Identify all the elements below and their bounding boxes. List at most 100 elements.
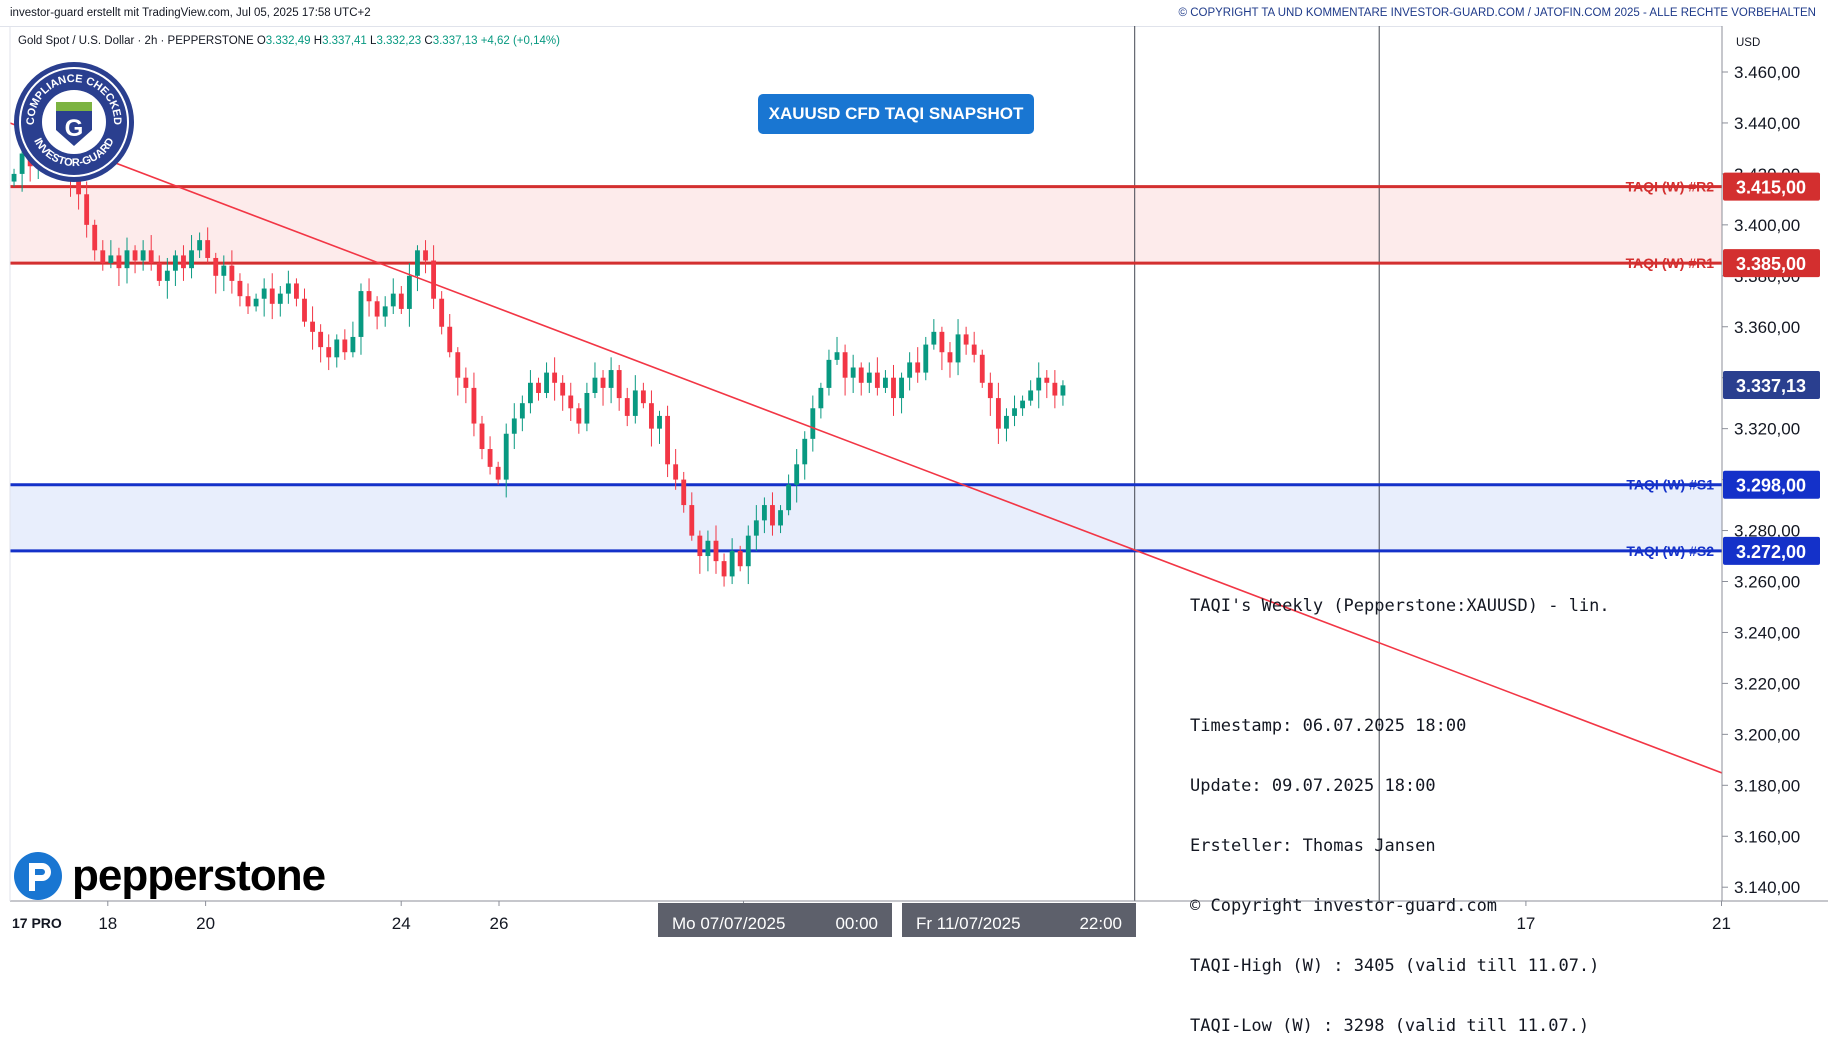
candle-body	[108, 255, 114, 264]
close-value: 3.337,13	[432, 35, 478, 47]
candle-body	[431, 260, 437, 299]
candle-body	[753, 520, 759, 536]
candle-body	[576, 408, 582, 424]
candle-body	[342, 339, 348, 353]
candle-body	[415, 250, 420, 276]
level-badge-0-bg	[1723, 172, 1820, 201]
candle-body	[640, 390, 646, 404]
candle-body	[253, 298, 259, 307]
candle-body	[148, 250, 154, 264]
date-markers	[1134, 26, 1380, 901]
info-taqi-high: TAQI-High (W) : 3405 (valid till 11.07.)	[1190, 956, 1600, 976]
candle-body	[657, 415, 662, 429]
candle-body	[277, 293, 283, 304]
currency-label: USD	[1736, 37, 1761, 49]
level-label-3: TAQI (W) #S2	[1626, 543, 1714, 559]
candle-body	[915, 362, 921, 373]
chart-canvas[interactable]: TAQI (W) #R2 TAQI (W) #R1 TAQI (W) #S1 TAQI…	[0, 0, 1828, 937]
candle-body	[261, 288, 267, 299]
level-badge-2-label: 3.298,00	[1736, 476, 1806, 496]
high-value: 3.337,41	[322, 35, 367, 47]
level-badge-1-bg	[1723, 249, 1820, 278]
level-badge-3-label: 3.272,00	[1736, 542, 1806, 562]
close-label: C	[424, 35, 433, 47]
candle-body	[1020, 400, 1026, 409]
candle-body	[116, 255, 122, 269]
time-highlight-date: Fr 11/07/2025	[916, 914, 1021, 933]
info-author: Ersteller: Thomas Jansen	[1190, 836, 1436, 856]
candle-body	[164, 270, 170, 281]
time-highlight-bg	[902, 903, 1136, 937]
candle-body	[891, 377, 896, 399]
candle-body	[979, 354, 985, 383]
candle-body	[632, 390, 638, 416]
candle-body	[536, 382, 541, 393]
price-axis-bg	[1722, 26, 1828, 901]
candle-body	[213, 257, 219, 276]
candle-body	[600, 377, 606, 388]
candle-body	[834, 352, 840, 360]
candle-body	[1036, 377, 1042, 391]
candle-body	[794, 464, 800, 485]
price-axis[interactable]: 3.460,003.440,003.420,003.400,003.380,00…	[1722, 63, 1800, 897]
candle-body	[818, 387, 824, 409]
candle-body	[358, 291, 364, 337]
time-axis[interactable]: 18202426Jul1721232529AugMo 07/07/202500:…	[98, 901, 1828, 937]
level-badge-2-bg	[1723, 470, 1820, 499]
resistance-zone	[10, 186, 1722, 264]
candle-body	[729, 550, 735, 577]
candle-body	[850, 367, 856, 378]
candle-body	[786, 484, 792, 511]
candle-body	[366, 291, 372, 302]
price-tick-label: 3.400,00	[1734, 216, 1800, 235]
candle-body	[923, 344, 929, 373]
seal-letter: G	[65, 115, 84, 142]
candle-body	[770, 505, 775, 526]
candle-body	[156, 263, 162, 281]
candle-body	[826, 359, 832, 388]
candle-body	[947, 352, 953, 363]
publisher-note: investor-guard erstellt mit TradingView.…	[10, 7, 371, 19]
price-tick-label: 3.360,00	[1734, 318, 1800, 337]
price-tick-label: 3.440,00	[1734, 114, 1800, 133]
candle-body	[124, 250, 130, 269]
snapshot-label[interactable]: XAUUSD CFD TAQI SNAPSHOT	[758, 94, 1034, 134]
time-tick-label: 17	[1516, 914, 1535, 933]
price-badges: 3.415,00 3.385,00 3.298,00 3.272,00 3.337,13	[1723, 172, 1820, 565]
candle-body	[899, 377, 904, 399]
time-highlight-date: Mo 07/07/2025	[672, 914, 785, 933]
price-tick-label: 3.320,00	[1734, 420, 1800, 439]
price-tick-label: 3.200,00	[1734, 725, 1800, 744]
candle-body	[737, 550, 743, 567]
price-tick-label: 3.240,00	[1734, 623, 1800, 642]
candle-body	[552, 372, 558, 383]
candle-body	[100, 250, 106, 264]
candle-body	[76, 178, 82, 195]
candle-body	[310, 321, 315, 332]
candle-body	[269, 288, 275, 304]
level-badge-3-bg	[1723, 536, 1820, 565]
candle-body	[883, 377, 888, 388]
candle-body	[495, 466, 501, 480]
price-tick-label: 3.460,00	[1734, 63, 1800, 82]
candle-body	[713, 540, 719, 562]
candle-body	[334, 339, 340, 358]
trendline[interactable]	[9, 122, 1828, 890]
time-highlight-time: 22:00	[1079, 914, 1122, 933]
candle-body	[374, 301, 380, 317]
candle-body	[503, 433, 509, 480]
pepperstone-icon	[14, 852, 62, 900]
candle-body	[560, 382, 566, 396]
candle-body	[931, 331, 937, 345]
candle-body	[939, 331, 945, 353]
level-label-2: TAQI (W) #S1	[1626, 477, 1714, 493]
candle-body	[302, 298, 307, 322]
tradingview-logo[interactable]: 17 PRO	[12, 915, 62, 931]
candle-body	[205, 240, 211, 258]
candle-body	[423, 250, 428, 261]
price-tick-label: 3.260,00	[1734, 573, 1800, 592]
candle-body	[649, 403, 654, 429]
time-tick-label: 26	[490, 914, 509, 933]
candle-body	[189, 250, 194, 269]
info-title: TAQI's Weekly (Pepperstone:XAUUSD) - lin…	[1190, 596, 1610, 616]
